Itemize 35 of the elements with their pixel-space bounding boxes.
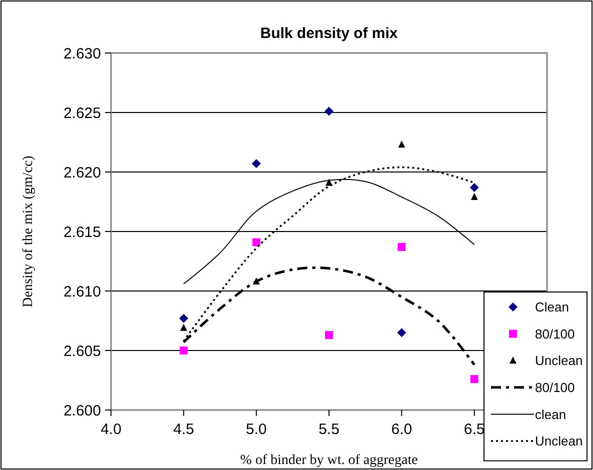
x-tick-label: 6.5 [464, 421, 485, 438]
point [470, 182, 479, 192]
point [180, 324, 188, 331]
x-tick-label: 5.5 [318, 421, 340, 438]
point [180, 346, 188, 354]
legend-label: Unclean [535, 434, 583, 449]
x-tick-label: 4.0 [100, 421, 122, 438]
point [252, 238, 260, 246]
legend-label: clean [535, 406, 566, 422]
legend-label: 80/100 [535, 326, 575, 342]
y-tick-label: 2.615 [63, 224, 101, 241]
chart-title: Bulk density of mix [260, 25, 398, 42]
point [398, 140, 406, 148]
x-tick-label: 6.0 [391, 421, 412, 438]
point [398, 242, 406, 251]
point [252, 159, 261, 168]
x-tick-label: 5.0 [246, 421, 267, 438]
y-tick-label: 2.600 [63, 402, 101, 420]
point [179, 314, 188, 323]
y-tick-label: 2.605 [63, 342, 101, 360]
y-tick-label: 2.610 [63, 283, 101, 300]
x-axis-title: % of binder by wt. of aggregate [240, 453, 418, 468]
point [397, 328, 406, 338]
x-tick-label: 4.5 [173, 421, 194, 438]
point [325, 331, 333, 340]
y-tick-label: 2.625 [63, 104, 101, 122]
y-tick-label: 2.630 [63, 45, 101, 62]
y-tick-label: 2.620 [63, 164, 101, 182]
point [324, 106, 334, 116]
y-axis-title: Density of the mix (gm/cc) [21, 155, 36, 308]
legend-label: Clean [535, 300, 569, 315]
point [470, 375, 478, 384]
point [470, 192, 478, 200]
legend-label: Unclean [535, 353, 583, 368]
legend-label: 80/100 [535, 380, 575, 395]
